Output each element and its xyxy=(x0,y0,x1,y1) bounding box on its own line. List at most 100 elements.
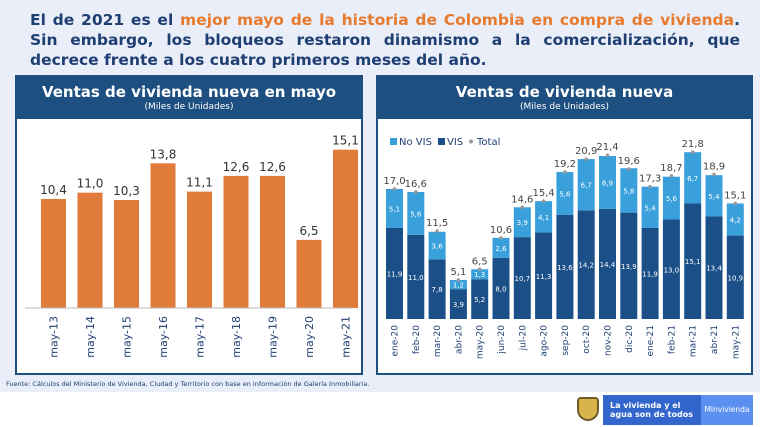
total-marker xyxy=(733,201,738,206)
total-label: 14,6 xyxy=(511,194,533,205)
vis-label: 13,4 xyxy=(706,265,722,273)
data-label: 15,1 xyxy=(332,134,359,148)
bar-novis xyxy=(407,191,425,235)
headline-text: El de 2021 es el xyxy=(30,11,181,29)
total-marker xyxy=(690,150,695,154)
novis-label: 4,1 xyxy=(538,214,549,222)
total-marker xyxy=(392,187,397,191)
bar-vis xyxy=(449,289,467,319)
tick-label: may-14 xyxy=(84,316,97,358)
tick-label: may-18 xyxy=(230,316,243,358)
novis-label: 6,9 xyxy=(602,179,613,187)
total-marker xyxy=(563,170,567,174)
tick-label: nov-20 xyxy=(604,325,614,356)
bar-vis xyxy=(577,210,595,319)
total-label: 21,4 xyxy=(596,142,618,153)
bar-vis xyxy=(428,259,446,319)
vis-label: 13,9 xyxy=(621,263,637,271)
bar-vis xyxy=(620,212,638,319)
bar-novis xyxy=(705,175,723,217)
tick-label: dic-20 xyxy=(625,325,635,353)
total-label: 19,2 xyxy=(554,159,576,170)
total-label: 10,6 xyxy=(490,225,512,236)
bar-novis xyxy=(599,156,616,209)
total-label: 17,0 xyxy=(383,176,405,187)
bar-novis xyxy=(492,237,510,258)
total-marker xyxy=(648,184,652,189)
bar-novis xyxy=(641,186,659,228)
bar xyxy=(223,175,249,308)
vis-label: 14,4 xyxy=(600,261,616,269)
tick-label: ago-20 xyxy=(540,325,550,357)
tick-label: may-19 xyxy=(267,316,280,358)
tick-label: sep-20 xyxy=(561,325,571,356)
bar-vis xyxy=(599,208,616,319)
chart-subtitle: (Miles de Unidades) xyxy=(144,102,234,112)
bar xyxy=(114,200,139,308)
bar-vis xyxy=(471,279,489,319)
total-label: 15,4 xyxy=(532,188,554,199)
bar xyxy=(187,191,212,308)
bar-vis xyxy=(726,235,744,319)
bar-vis xyxy=(684,203,702,319)
panel-header: Ventas de vivienda nueva en mayo (Miles … xyxy=(17,77,361,119)
novis-label: 1,3 xyxy=(474,271,485,279)
bar-novis xyxy=(428,231,446,260)
bar xyxy=(77,192,103,308)
bar-novis xyxy=(684,152,702,204)
novis-label: 6,7 xyxy=(687,175,698,183)
total-marker xyxy=(605,153,610,158)
tick-label: may-17 xyxy=(194,316,207,358)
novis-label: 6,7 xyxy=(581,182,592,190)
may-sales-panel: Ventas de vivienda nueva en mayo (Miles … xyxy=(15,75,363,375)
source-note: Fuente: Cálculos del Ministerio de Vivie… xyxy=(6,380,370,388)
tick-label: may-16 xyxy=(157,316,170,358)
novis-label: 5,4 xyxy=(645,204,657,212)
data-label: 12,6 xyxy=(259,160,286,174)
total-label: 11,5 xyxy=(426,218,448,229)
bar-novis xyxy=(471,269,489,280)
novis-label: 5,1 xyxy=(389,205,400,213)
tick-label: ene-20 xyxy=(391,325,401,357)
total-marker xyxy=(499,236,503,240)
tick-label: mar-20 xyxy=(433,325,443,357)
vis-label: 11,3 xyxy=(536,273,552,281)
total-label: 20,9 xyxy=(575,146,597,157)
vis-label: 10,7 xyxy=(515,275,531,283)
chart-subtitle: (Miles de Unidades) xyxy=(520,102,609,112)
total-marker xyxy=(712,172,716,177)
bar-novis xyxy=(620,168,638,213)
total-marker xyxy=(669,174,674,178)
bar-novis xyxy=(577,159,595,211)
vis-label: 5,2 xyxy=(474,296,485,304)
tick-label: jun-20 xyxy=(497,325,507,355)
vis-label: 14,2 xyxy=(578,262,594,270)
bar-vis xyxy=(492,257,510,319)
novis-label: 5,6 xyxy=(559,191,571,199)
novis-label: 5,4 xyxy=(708,193,720,201)
total-label: 18,9 xyxy=(703,161,725,172)
bar-novis xyxy=(513,207,531,238)
tick-label: may-13 xyxy=(48,316,61,358)
data-label: 12,6 xyxy=(223,160,250,174)
bar-novis xyxy=(726,203,744,236)
bar-vis xyxy=(407,234,425,319)
slogan-logo: La vivienda y el agua son de todos xyxy=(603,395,701,425)
total-marker xyxy=(627,167,631,171)
headline-highlight: mejor mayo de la historia de Colombia en… xyxy=(180,11,735,29)
novis-label: 3,6 xyxy=(432,243,444,251)
tick-label: feb-20 xyxy=(412,325,422,354)
total-marker xyxy=(541,199,546,203)
legend-swatch-novis xyxy=(390,138,397,145)
vis-label: 10,9 xyxy=(728,274,744,282)
total-label: 16,6 xyxy=(405,179,427,190)
data-label: 13,8 xyxy=(150,147,177,161)
vis-label: 15,1 xyxy=(685,258,701,266)
bar xyxy=(296,239,322,308)
vis-label: 13,6 xyxy=(557,264,573,272)
legend-marker-total xyxy=(469,139,473,144)
chart-title: Ventas de vivienda nueva xyxy=(455,83,674,101)
bar-vis xyxy=(513,237,531,319)
legend-swatch-vis xyxy=(438,138,445,145)
total-marker xyxy=(414,190,418,194)
